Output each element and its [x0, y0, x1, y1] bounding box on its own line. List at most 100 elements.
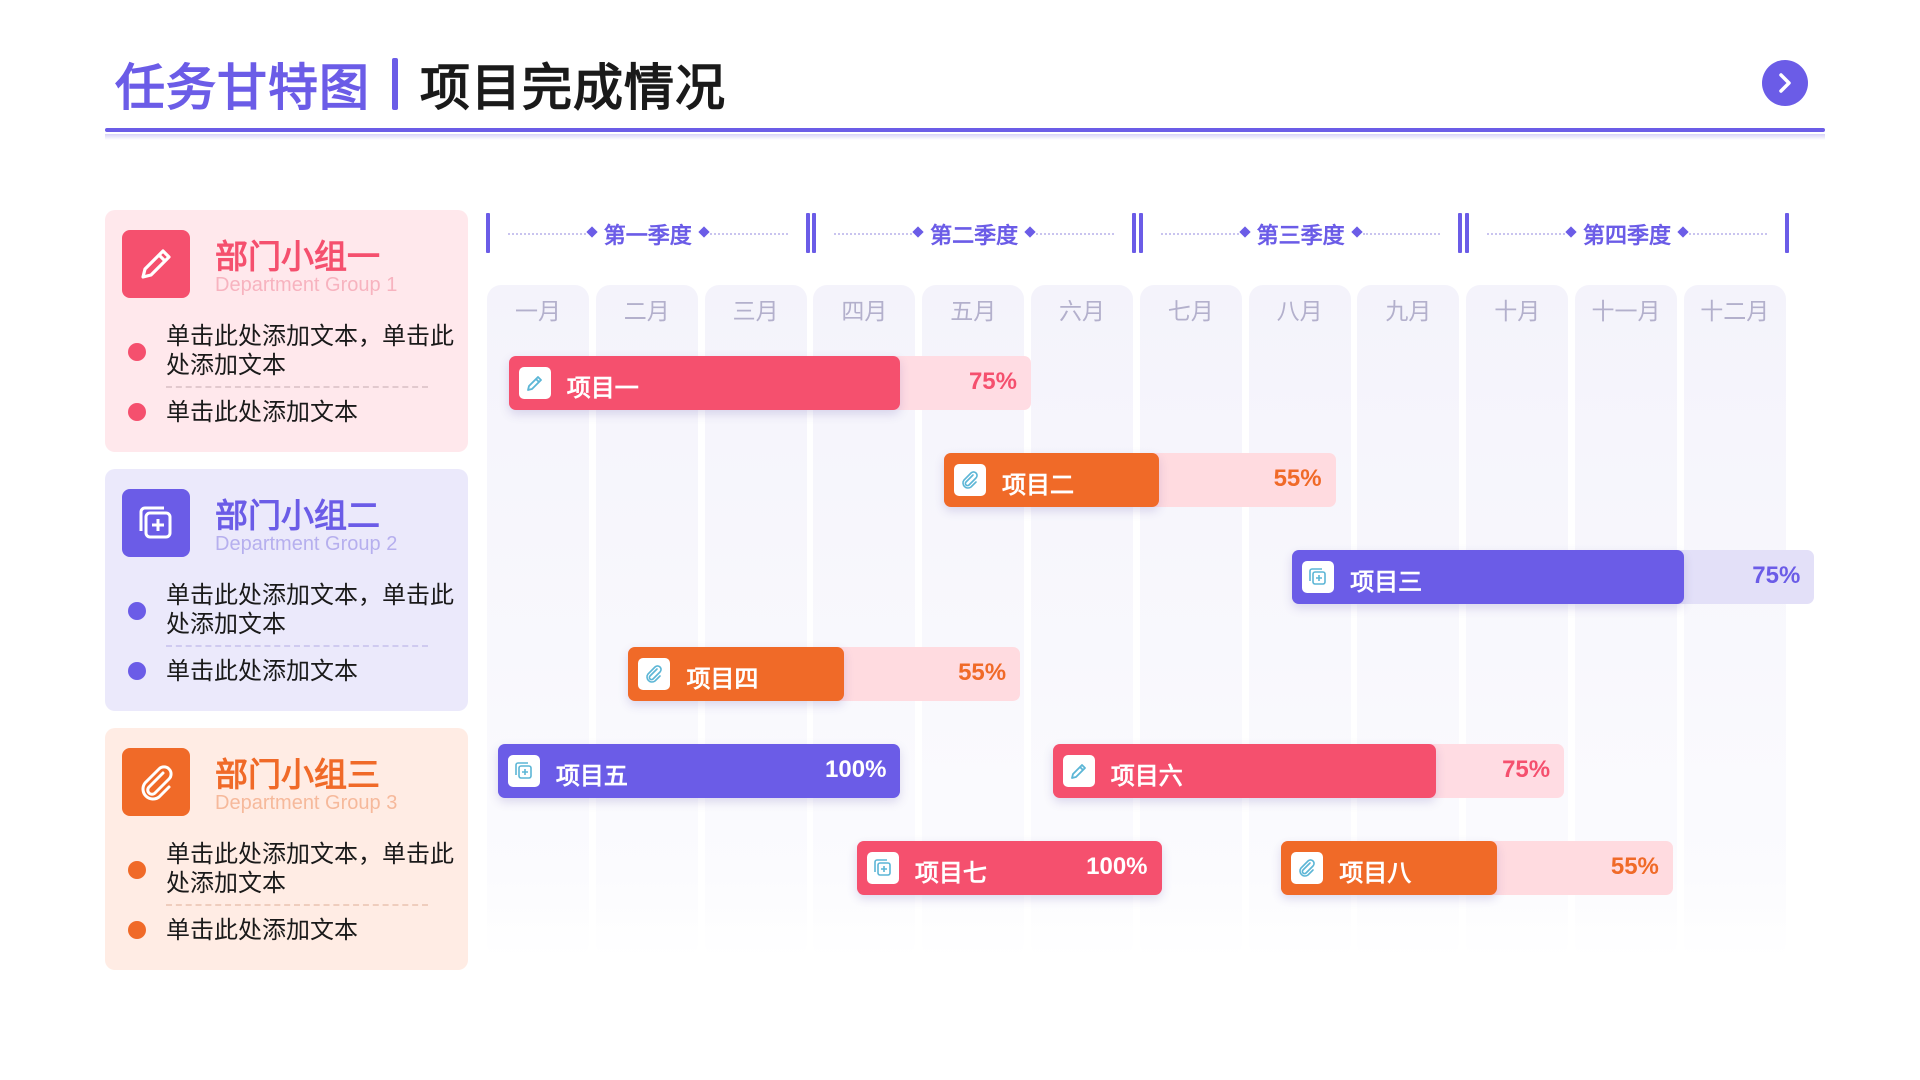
- task-name: 项目八: [1339, 859, 1412, 887]
- task-bar[interactable]: 项目三 75%: [1292, 550, 1815, 604]
- pencil-icon: [518, 367, 551, 399]
- group-title: 部门小组二: [215, 496, 380, 535]
- pencil-icon: [141, 249, 171, 279]
- task-bar[interactable]: 项目一 75%: [508, 356, 1031, 410]
- quarter-diamond: [1024, 226, 1036, 238]
- header-divider-shadow: [105, 134, 1825, 140]
- group-subtitle: Department Group 3: [215, 792, 398, 814]
- paperclip-icon: [141, 765, 173, 801]
- month-label: 十一月: [1591, 299, 1661, 325]
- task-bar[interactable]: 项目七 100%: [856, 841, 1162, 895]
- dashed-divider: [166, 645, 428, 647]
- task-bar[interactable]: 项目二 55%: [943, 453, 1336, 507]
- task-bar[interactable]: 项目六 75%: [1052, 744, 1565, 798]
- quarter-bracket: [805, 213, 810, 253]
- add-square-icon: [1302, 561, 1335, 593]
- bullet-dot: [128, 662, 146, 680]
- month-label: 一月: [515, 299, 561, 325]
- paperclip-icon: [953, 464, 986, 496]
- quarter-bracket: [812, 213, 817, 253]
- group-card-1: 部门小组一 Department Group 1 单击此处添加文本，单击此处添加…: [105, 210, 468, 452]
- next-button[interactable]: [1762, 60, 1808, 106]
- month-label: 三月: [732, 299, 779, 325]
- task-percent-label: 100%: [1086, 853, 1148, 880]
- group-text-2: 单击此处添加文本: [166, 657, 358, 685]
- month-label: 八月: [1276, 299, 1323, 325]
- title-bar: 任务甘特图 项目完成情况: [115, 50, 726, 118]
- quarter-label: 第四季度: [1582, 224, 1671, 249]
- page-title: 任务甘特图: [115, 59, 370, 117]
- task-percent-label: 55%: [1273, 465, 1322, 492]
- quarter-bracket: [1465, 213, 1470, 253]
- quarter-label: 第三季度: [1256, 224, 1345, 249]
- month-label: 七月: [1167, 299, 1214, 325]
- add-square-icon: [507, 755, 540, 787]
- group-card-3: 部门小组三 Department Group 3 单击此处添加文本，单击此处添加…: [105, 728, 468, 970]
- task-name: 项目二: [1001, 471, 1074, 499]
- bullet-dot: [128, 861, 146, 879]
- task-bar[interactable]: 项目四 55%: [628, 647, 1021, 701]
- group-title: 部门小组一: [215, 237, 380, 276]
- month-label: 九月: [1385, 299, 1432, 325]
- quarter-bracket: [1138, 213, 1143, 253]
- group-text-2: 单击此处添加文本: [166, 916, 358, 944]
- task-name: 项目一: [566, 374, 639, 402]
- task-percent-label: 55%: [1610, 853, 1659, 880]
- month-label: 十二月: [1700, 299, 1770, 325]
- quarter-diamond: [698, 226, 710, 238]
- pencil-icon: [1062, 755, 1095, 787]
- task-percent-label: 75%: [1502, 756, 1551, 783]
- task-bar[interactable]: 项目八 55%: [1281, 841, 1673, 895]
- quarter-diamond: [912, 226, 924, 238]
- add-square-icon: [866, 852, 899, 884]
- add-square-icon: [139, 506, 172, 539]
- task-progress-fill: [508, 356, 901, 410]
- quarter-dotted-line: [834, 233, 913, 235]
- group-text-1: 单击此处添加文本，单击此处添加文本: [166, 322, 454, 379]
- task-name: 项目六: [1110, 762, 1183, 790]
- quarter-dotted-line: [1362, 233, 1441, 235]
- group-text-1: 单击此处添加文本，单击此处添加文本: [166, 581, 454, 638]
- group-text-2: 单击此处添加文本: [166, 398, 358, 426]
- dashed-divider: [166, 904, 428, 906]
- group-text-1: 单击此处添加文本，单击此处添加文本: [166, 840, 454, 897]
- quarter-bracket: [1132, 213, 1136, 253]
- group-title: 部门小组三: [215, 755, 380, 794]
- bullet-dot: [128, 403, 146, 421]
- quarter-diamond: [1350, 226, 1363, 238]
- task-percent-label: 100%: [825, 756, 887, 783]
- month-column: [1683, 285, 1786, 958]
- quarter-diamond: [1677, 226, 1689, 238]
- bullet-dot: [128, 602, 146, 620]
- quarter-diamond: [1238, 226, 1251, 238]
- month-label: 二月: [623, 299, 670, 325]
- group-icon-box-3: [122, 748, 190, 816]
- task-name: 项目七: [914, 859, 987, 887]
- quarter-bracket: [1458, 213, 1463, 253]
- quarter-dotted-line: [508, 233, 586, 235]
- task-progress-fill: [856, 841, 1162, 895]
- task-progress-fill: [1052, 744, 1437, 798]
- month-label: 十月: [1494, 299, 1541, 325]
- quarter-dotted-line: [709, 233, 788, 235]
- task-percent-label: 75%: [1752, 562, 1801, 589]
- paperclip-icon: [1291, 852, 1324, 884]
- bullet-dot: [128, 343, 146, 361]
- chevron-right-icon: [1779, 73, 1791, 93]
- quarter-dotted-line: [1036, 233, 1114, 235]
- quarter-dotted-line: [1160, 233, 1239, 235]
- paperclip-icon: [638, 658, 671, 690]
- task-name: 项目三: [1350, 568, 1423, 596]
- month-label: 四月: [841, 299, 888, 325]
- bullet-dot: [128, 921, 146, 939]
- quarter-label: 第二季度: [930, 224, 1019, 249]
- task-progress-fill: [1292, 550, 1684, 604]
- task-bar[interactable]: 项目五 100%: [497, 744, 901, 798]
- title-separator: [392, 58, 398, 110]
- month-label: 五月: [950, 299, 997, 325]
- quarter-bracket: [486, 213, 490, 253]
- quarter-dotted-line: [1487, 233, 1565, 235]
- group-icon-box-2: [122, 489, 190, 557]
- quarter-dotted-line: [1689, 233, 1767, 235]
- group-subtitle: Department Group 2: [215, 533, 398, 555]
